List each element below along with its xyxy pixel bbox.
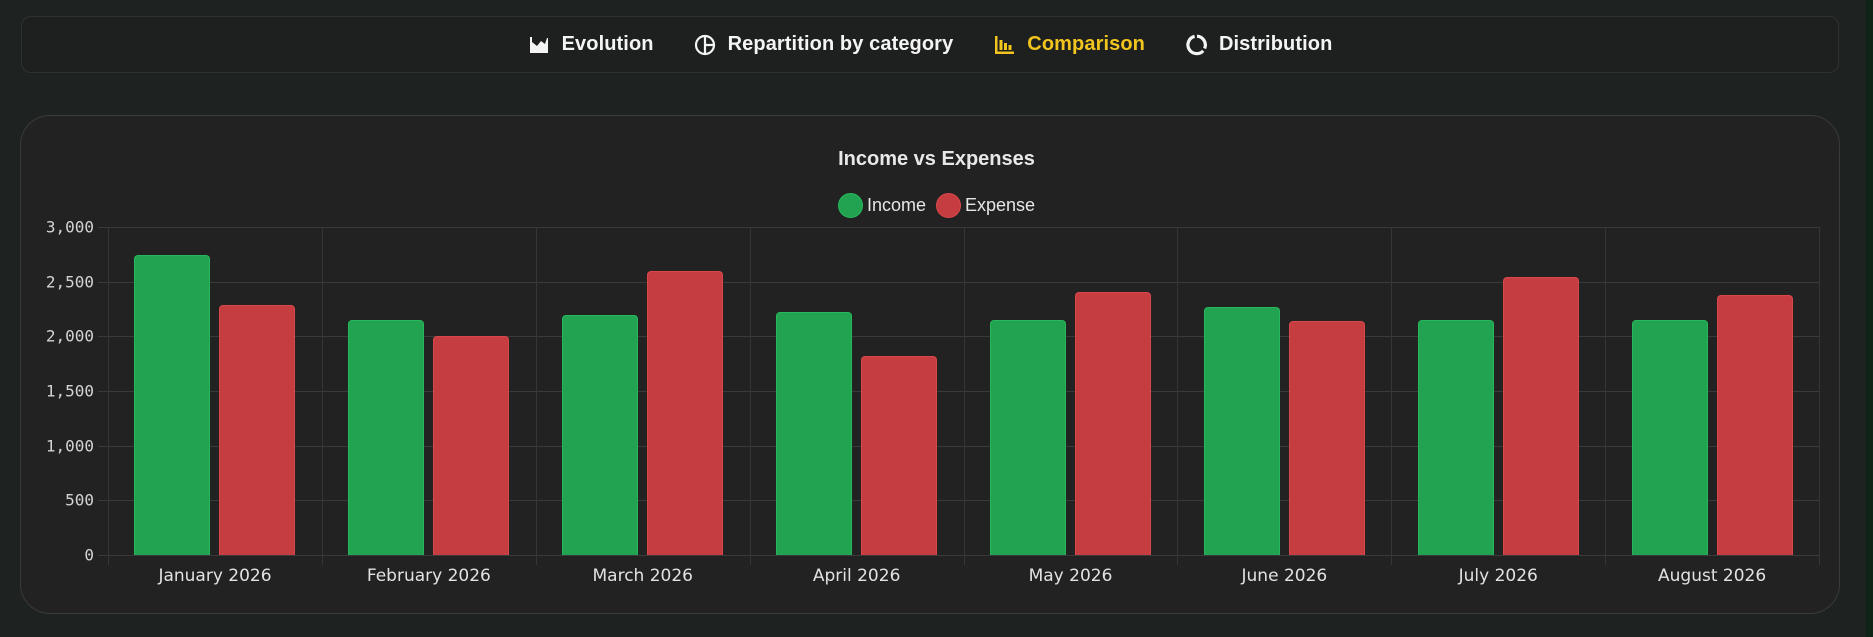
x-tick-label: August 2026 bbox=[1658, 566, 1767, 586]
expense-bar[interactable] bbox=[219, 304, 296, 555]
chart-title: Income vs Expenses bbox=[838, 148, 1035, 170]
income-swatch-icon bbox=[837, 193, 863, 218]
legend-item-income[interactable]: Income bbox=[837, 193, 926, 218]
gridline-vertical bbox=[321, 227, 323, 565]
expense-bar[interactable] bbox=[861, 356, 938, 555]
gridline-vertical bbox=[1391, 227, 1393, 565]
income-bar[interactable] bbox=[134, 254, 211, 555]
x-tick-label: January 2026 bbox=[158, 566, 272, 586]
gridline-vertical bbox=[535, 227, 537, 565]
tab-label: Evolution bbox=[561, 33, 654, 55]
y-tick-label: 0 bbox=[84, 545, 94, 565]
gridline-vertical bbox=[1177, 227, 1179, 565]
expense-bar[interactable] bbox=[433, 336, 510, 555]
gridline-horizontal bbox=[98, 445, 1819, 447]
gridline-horizontal bbox=[98, 281, 1819, 283]
expense-bar[interactable] bbox=[1288, 321, 1365, 555]
income-bar[interactable] bbox=[1203, 307, 1280, 555]
y-tick-label: 3,000 bbox=[45, 217, 94, 237]
legend-label: Income bbox=[866, 195, 926, 215]
tab-label: Distribution bbox=[1218, 33, 1333, 55]
income-bar[interactable] bbox=[989, 320, 1066, 555]
tab-distribution[interactable]: Distribution bbox=[1165, 17, 1352, 72]
income-bar[interactable] bbox=[1631, 320, 1708, 555]
window-edge bbox=[1866, 0, 1873, 637]
gridline-horizontal bbox=[98, 391, 1819, 392]
x-tick-label: May 2026 bbox=[1028, 566, 1113, 586]
gridline-vertical bbox=[749, 227, 751, 565]
y-tick-label: 2,500 bbox=[45, 272, 94, 292]
chart-type-tabs: Evolution Repartition by category Compar… bbox=[21, 16, 1839, 73]
expense-bar[interactable] bbox=[1716, 294, 1793, 555]
plot-area: 0 500 1,000 1,500 2,000 2,500 3,000 bbox=[46, 218, 1820, 565]
tab-evolution[interactable]: Evolution bbox=[508, 17, 674, 72]
bar-chart-icon bbox=[993, 34, 1015, 56]
expense-bar[interactable] bbox=[647, 271, 724, 555]
x-tick-label: July 2026 bbox=[1458, 566, 1538, 586]
income-bar[interactable] bbox=[562, 315, 639, 555]
income-bar[interactable] bbox=[776, 312, 853, 555]
x-tick-label: April 2026 bbox=[812, 566, 901, 586]
x-tick-label: February 2026 bbox=[366, 566, 491, 586]
gridline-horizontal bbox=[98, 500, 1819, 502]
y-tick-label: 1,500 bbox=[45, 381, 94, 401]
gridline-vertical bbox=[1819, 227, 1820, 565]
legend-item-expense[interactable]: Expense bbox=[935, 193, 1036, 218]
gridline-horizontal bbox=[98, 336, 1819, 338]
tab-comparison[interactable]: Comparison bbox=[973, 17, 1165, 72]
pie-chart-icon bbox=[694, 34, 716, 56]
y-tick-label: 1,000 bbox=[45, 436, 94, 456]
gridline-horizontal bbox=[98, 555, 1819, 556]
income-bar[interactable] bbox=[348, 320, 425, 555]
tab-repartition-by-category[interactable]: Repartition by category bbox=[674, 17, 974, 72]
gridline-vertical bbox=[108, 227, 109, 565]
expense-swatch-icon bbox=[935, 193, 961, 218]
area-chart-icon bbox=[528, 34, 550, 56]
tab-label: Comparison bbox=[1027, 33, 1145, 55]
gridline-vertical bbox=[963, 227, 965, 565]
expense-bar[interactable] bbox=[1074, 292, 1151, 555]
tab-label: Repartition by category bbox=[727, 33, 954, 55]
x-tick-label: June 2026 bbox=[1241, 566, 1328, 586]
gridline-vertical bbox=[1605, 227, 1607, 565]
legend-label: Expense bbox=[964, 195, 1036, 215]
gridline-horizontal bbox=[98, 227, 1819, 228]
expense-bar[interactable] bbox=[1502, 276, 1579, 555]
y-tick-label: 2,000 bbox=[45, 326, 94, 346]
chart-legend: Income Expense bbox=[0, 193, 1873, 218]
x-tick-label: March 2026 bbox=[592, 566, 694, 586]
donut-chart-icon bbox=[1185, 34, 1207, 56]
y-tick-label: 500 bbox=[65, 490, 94, 510]
income-bar[interactable] bbox=[1417, 320, 1494, 555]
